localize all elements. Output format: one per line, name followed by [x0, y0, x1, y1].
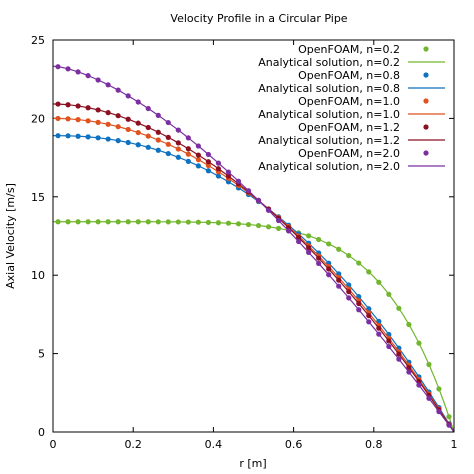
legend-label: Analytical solution, n=1.2: [258, 134, 400, 147]
x-tick-label: 0.2: [124, 438, 142, 451]
legend-label: Analytical solution, n=0.8: [258, 82, 400, 95]
x-tick-label: 1: [451, 438, 458, 451]
plot-frame: [52, 39, 455, 433]
plot-area: [52, 64, 455, 433]
legend-point-swatch: [423, 72, 429, 78]
y-tick-label: 0: [38, 426, 45, 439]
x-tick-label: 0.4: [205, 438, 223, 451]
legend-label: OpenFOAM, n=2.0: [298, 147, 400, 160]
legend-label: OpenFOAM, n=1.0: [298, 95, 400, 108]
y-axis-label: Axial Velocity [m/s]: [4, 183, 17, 289]
x-tick-label: 0.8: [365, 438, 383, 451]
legend-point-swatch: [423, 46, 429, 52]
series-line-9: [52, 65, 455, 433]
y-tick-label: 20: [31, 112, 45, 125]
y-tick-label: 10: [31, 269, 45, 282]
legend-point-swatch: [423, 150, 429, 156]
legend-label: Analytical solution, n=2.0: [258, 160, 400, 173]
x-tick-label: 0: [50, 438, 57, 451]
legend-point-swatch: [423, 98, 429, 104]
series-line-1: [53, 221, 455, 433]
legend-label: Analytical solution, n=0.2: [258, 56, 400, 69]
series-line-3: [53, 135, 455, 433]
y-tick-label: 25: [31, 34, 45, 47]
chart-title: Velocity Profile in a Circular Pipe: [170, 12, 347, 25]
legend-label: OpenFOAM, n=0.2: [298, 43, 400, 56]
y-tick-label: 5: [38, 348, 45, 361]
y-tick-label: 15: [31, 191, 45, 204]
x-axis-label: r [m]: [239, 457, 266, 470]
legend-label: OpenFOAM, n=1.2: [298, 121, 400, 134]
legend-label: OpenFOAM, n=0.8: [298, 69, 400, 82]
x-tick-label: 0.6: [285, 438, 303, 451]
legend-point-swatch: [423, 124, 429, 130]
legend-label: Analytical solution, n=1.0: [258, 108, 400, 121]
